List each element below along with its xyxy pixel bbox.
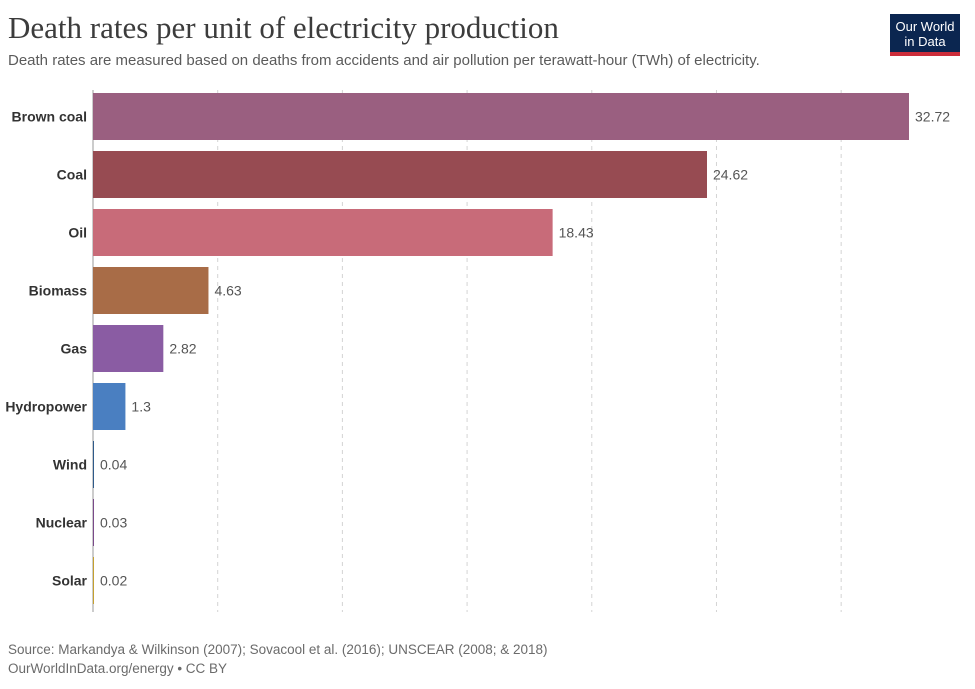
bar-nuclear[interactable] bbox=[93, 499, 94, 546]
value-label: 24.62 bbox=[713, 167, 748, 183]
logo-line-2: in Data bbox=[904, 34, 946, 49]
category-label: Solar bbox=[52, 573, 88, 589]
bar-oil[interactable] bbox=[93, 209, 553, 256]
category-label: Hydropower bbox=[5, 399, 87, 415]
category-label: Biomass bbox=[29, 283, 88, 299]
value-label: 32.72 bbox=[915, 109, 950, 125]
value-label: 1.3 bbox=[131, 399, 151, 415]
chart-title: Death rates per unit of electricity prod… bbox=[8, 10, 559, 45]
logo-line-1: Our World bbox=[895, 19, 955, 34]
bar-hydropower[interactable] bbox=[93, 383, 126, 430]
value-label: 18.43 bbox=[559, 225, 594, 241]
value-label: 4.63 bbox=[214, 283, 241, 299]
category-label: Gas bbox=[61, 341, 88, 357]
chart-subtitle: Death rates are measured based on deaths… bbox=[8, 52, 760, 69]
category-label: Coal bbox=[57, 167, 87, 183]
owid-logo[interactable]: Our World in Data bbox=[890, 14, 960, 56]
bar-gas[interactable] bbox=[93, 325, 164, 372]
bar-coal[interactable] bbox=[93, 151, 707, 198]
footer-link[interactable]: OurWorldInData.org/energy • CC BY bbox=[8, 661, 228, 676]
category-label: Oil bbox=[68, 225, 87, 241]
category-label: Nuclear bbox=[36, 515, 88, 531]
bar-wind[interactable] bbox=[93, 441, 94, 488]
category-label: Brown coal bbox=[12, 109, 87, 125]
bar-solar[interactable] bbox=[93, 557, 94, 604]
value-label: 0.04 bbox=[100, 457, 127, 473]
value-label: 0.02 bbox=[100, 573, 127, 589]
value-label: 2.82 bbox=[169, 341, 196, 357]
category-label: Wind bbox=[53, 457, 87, 473]
bar-brown-coal[interactable] bbox=[93, 93, 909, 140]
source-note: Source: Markandya & Wilkinson (2007); So… bbox=[8, 642, 548, 657]
bar-biomass[interactable] bbox=[93, 267, 209, 314]
value-label: 0.03 bbox=[100, 515, 127, 531]
